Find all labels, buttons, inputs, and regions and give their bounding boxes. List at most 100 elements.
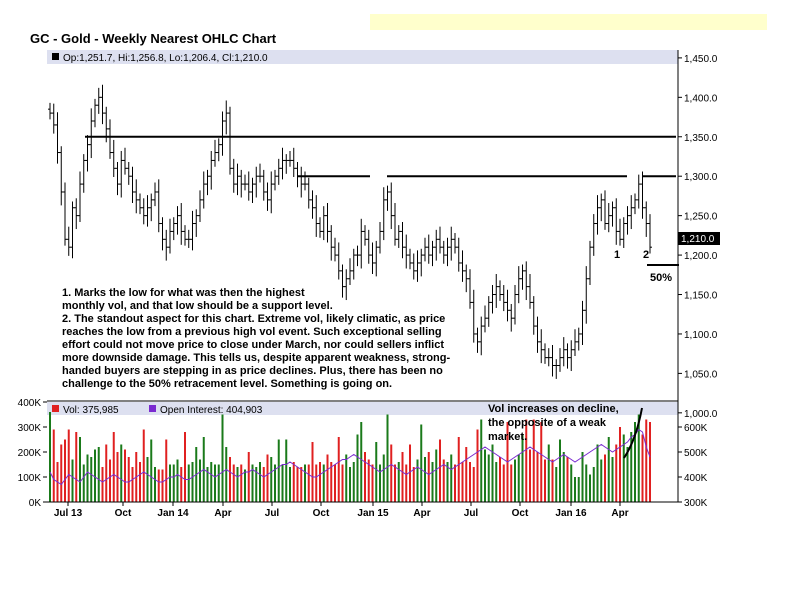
volume-bar (491, 444, 494, 502)
vol-legend-text: Vol: 375,985 (63, 405, 119, 416)
volume-bar (480, 419, 483, 502)
volume-bar (585, 464, 588, 502)
volume-bar (109, 459, 111, 502)
volume-bar (487, 454, 490, 502)
annotation-label-2: 2 (643, 249, 649, 261)
volume-bar (64, 439, 66, 502)
volume-bar (341, 464, 344, 502)
volume-bar (427, 452, 430, 502)
x-tick-label: Apr (413, 508, 430, 519)
price-legend-swatch (52, 53, 59, 60)
x-tick-label: Jul (265, 508, 280, 519)
volume-bar (289, 467, 291, 502)
volume-bar (240, 464, 243, 502)
volume-bar (319, 462, 321, 502)
vol-legend-swatch (52, 405, 59, 412)
price-axis: 1,450.0 1,400.0 1,350.0 1,300.0 1,250.0 1,200… (678, 54, 718, 420)
volume-bar (75, 432, 78, 502)
volume-bar (611, 457, 614, 502)
note-line: handed buyers are stepping in as price d… (62, 365, 443, 377)
volume-bar (311, 442, 314, 502)
price-tick-label: 1,150.0 (684, 291, 718, 302)
volume-bar (622, 434, 625, 502)
volume-bar (461, 462, 464, 502)
last-price-label: 1,210.0 (681, 234, 715, 245)
price-tick-label: 1,000.0 (684, 409, 718, 420)
volume-bar (600, 459, 603, 502)
volume-bar (315, 464, 318, 502)
price-tick-label: 1,200.0 (684, 251, 718, 262)
oi-tick-label: 400K (684, 473, 708, 484)
price-levels (85, 135, 676, 178)
price-panel: Op:1,251.7, Hi:1,256.8, Lo:1,206.4, Cl:1… (47, 50, 679, 401)
volume-bar (274, 464, 276, 502)
note-line: reaches the low from a previous high vol… (62, 326, 442, 338)
volume-bar (555, 467, 558, 502)
volume-bar (469, 462, 471, 502)
volume-bar (139, 462, 141, 502)
volume-bar (581, 452, 584, 502)
volume-bar (236, 467, 239, 502)
volume-tick-label: 100K (18, 473, 42, 484)
volume-bar (424, 457, 426, 502)
volume-bar (412, 467, 415, 502)
volume-bar (165, 439, 168, 502)
volume-bar (446, 462, 449, 502)
x-tick-label: Oct (512, 508, 529, 519)
vol-note-line: the opposite of a weak (488, 417, 607, 429)
volume-bars (49, 412, 651, 502)
volume-bar (247, 452, 250, 502)
x-tick-label: Oct (313, 508, 330, 519)
volume-bar (191, 462, 194, 502)
x-tick-label: Apr (611, 508, 628, 519)
volume-bar (214, 464, 216, 502)
volume-bar (221, 414, 224, 502)
volume-bar (394, 464, 396, 502)
volume-bar (356, 434, 359, 502)
volume-bar (105, 444, 108, 502)
x-tick-label: Jan 14 (157, 508, 189, 519)
volume-bar (120, 444, 123, 502)
volume-bar (570, 464, 573, 502)
volume-bar (49, 412, 51, 502)
volume-bar (172, 464, 175, 502)
volume-bar (566, 457, 569, 502)
volume-bar (540, 422, 543, 502)
volume-bar (574, 477, 576, 502)
volume-bar (630, 432, 633, 502)
volume-bar (259, 462, 261, 502)
volume-bar (322, 464, 325, 502)
volume-bar (206, 467, 209, 502)
analysis-note: 1. Marks the low for what was then the h… (62, 287, 450, 390)
volume-bar (514, 459, 516, 502)
volume-bar (596, 444, 599, 502)
volume-bar (210, 462, 213, 502)
volume-bar (367, 459, 370, 502)
volume-legend-band (47, 402, 678, 415)
x-tick-label: Oct (115, 508, 132, 519)
volume-bar (502, 464, 505, 502)
volume-bar (645, 419, 648, 502)
volume-bar (589, 474, 591, 502)
volume-bar (296, 467, 299, 502)
volume-tick-label: 200K (18, 448, 42, 459)
volume-bar (292, 462, 295, 502)
volume-bar (217, 464, 220, 502)
volume-bar (495, 462, 498, 502)
volume-bar (67, 429, 70, 502)
volume-bar (649, 422, 651, 502)
vol-arrow (623, 407, 643, 459)
note-line: 1. Marks the low for what was then the h… (62, 287, 305, 299)
volume-bar (304, 464, 306, 502)
volume-bar (626, 447, 629, 502)
volume-bar (285, 439, 288, 502)
volume-bar (300, 467, 303, 502)
volume-bar (364, 452, 366, 502)
volume-bar (390, 444, 393, 502)
volume-bar (375, 442, 378, 502)
volume-bar (334, 464, 336, 502)
volume-bar (577, 477, 580, 502)
x-axis: Jul 13 Oct Jan 14 Apr Jul Oct Jan 15 Apr Jul Oct J… (54, 502, 629, 519)
volume-bar (435, 449, 438, 502)
volume-bar (499, 457, 501, 502)
